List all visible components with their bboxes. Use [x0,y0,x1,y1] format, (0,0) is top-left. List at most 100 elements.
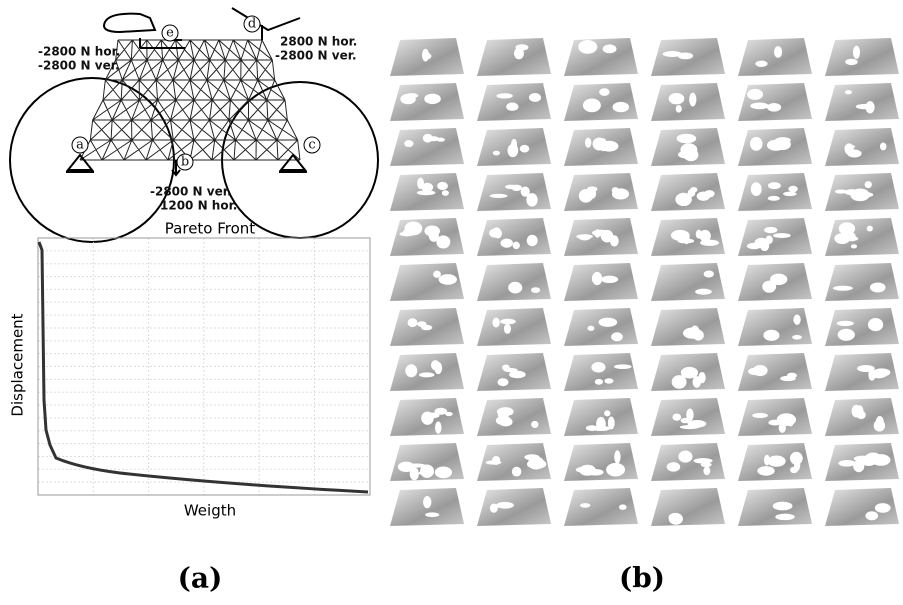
design-hole [501,239,513,248]
design-hole [600,141,619,152]
design-thumbnail [477,308,551,346]
load-label: 1200 N hor. [160,199,237,213]
design-hole [421,411,434,424]
design-thumbnail [390,353,464,391]
design-hole [598,318,617,327]
design-hole [777,413,796,426]
design-hole [680,425,700,429]
design-hole [520,145,530,153]
design-hole [608,417,615,430]
design-hole [672,375,687,389]
chart-title: Pareto Front [165,220,256,238]
design-hole [692,376,701,388]
design-hole [611,332,623,341]
design-hole [591,362,605,372]
design-hole [689,93,696,107]
design-hole [790,467,798,473]
design-hole [511,185,522,191]
caption: (b) [619,562,665,595]
design-hole [490,194,508,198]
design-hole [508,282,522,294]
design-hole [768,182,781,189]
design-thumbnail [477,488,551,526]
design-hole [703,466,710,475]
design-hole [747,243,762,249]
y-axis-label: Displacement [9,313,27,416]
design-thumbnail [825,128,899,166]
design-thumbnail [564,83,638,121]
load-handle [104,14,155,32]
design-thumbnail [477,218,551,256]
design-hole [431,360,440,370]
design-hole [493,151,500,156]
design-hole [433,271,441,278]
design-hole [606,463,625,477]
grid [38,238,370,495]
design-hole [583,99,601,113]
design-thumbnail [825,83,899,121]
design-hole [873,368,891,376]
design-hole [834,233,850,244]
design-hole [684,149,699,161]
design-hole [417,178,424,189]
design-hole [595,379,603,385]
design-hole [750,137,763,151]
design-hole [507,144,518,157]
design-thumbnail [651,488,725,526]
design-hole [531,287,540,293]
design-hole [417,190,436,195]
design-thumbnail [390,128,464,166]
design-thumbnail [477,398,551,436]
design-hole [408,318,418,327]
design-hole [678,451,692,463]
shape-grid [390,38,899,526]
design-hole [498,412,509,419]
design-hole [494,230,501,238]
design-hole [424,225,440,236]
design-hole [604,410,610,416]
design-thumbnail [825,308,899,346]
design-hole [504,324,511,334]
design-thumbnail [738,398,812,436]
design-thumbnail [564,308,638,346]
design-hole [690,187,697,192]
node-label: d [248,17,256,32]
design-hole [527,459,546,469]
design-hole [695,289,712,295]
design-hole [854,456,873,462]
design-hole [868,318,883,331]
design-hole [576,467,592,473]
design-hole [704,270,714,277]
design-hole [751,182,762,196]
design-hole [500,319,516,325]
design-hole [838,329,855,341]
design-hole [601,276,618,283]
design-hole [752,413,768,418]
design-hole [498,378,509,386]
design-hole [513,242,520,250]
design-hole [875,503,891,513]
design-thumbnail [564,38,638,76]
design-thumbnail [651,263,725,301]
design-hole [400,94,416,104]
design-hole [773,233,791,238]
design-hole [845,90,852,94]
design-hole [675,193,692,206]
design-hole [613,102,629,112]
design-hole [614,450,620,463]
design-hole [486,460,502,464]
design-hole [747,89,763,100]
design-hole [610,235,619,246]
design-hole [671,230,690,241]
design-hole [770,274,787,286]
design-hole [852,405,862,418]
design-hole [492,318,499,328]
design-hole [867,226,873,232]
design-hole [592,272,602,285]
design-hole [439,274,457,285]
load-label: -2800 N ver. [150,185,232,199]
design-hole [599,88,610,96]
design-hole [833,286,853,291]
design-hole [410,467,419,480]
support [66,155,94,172]
